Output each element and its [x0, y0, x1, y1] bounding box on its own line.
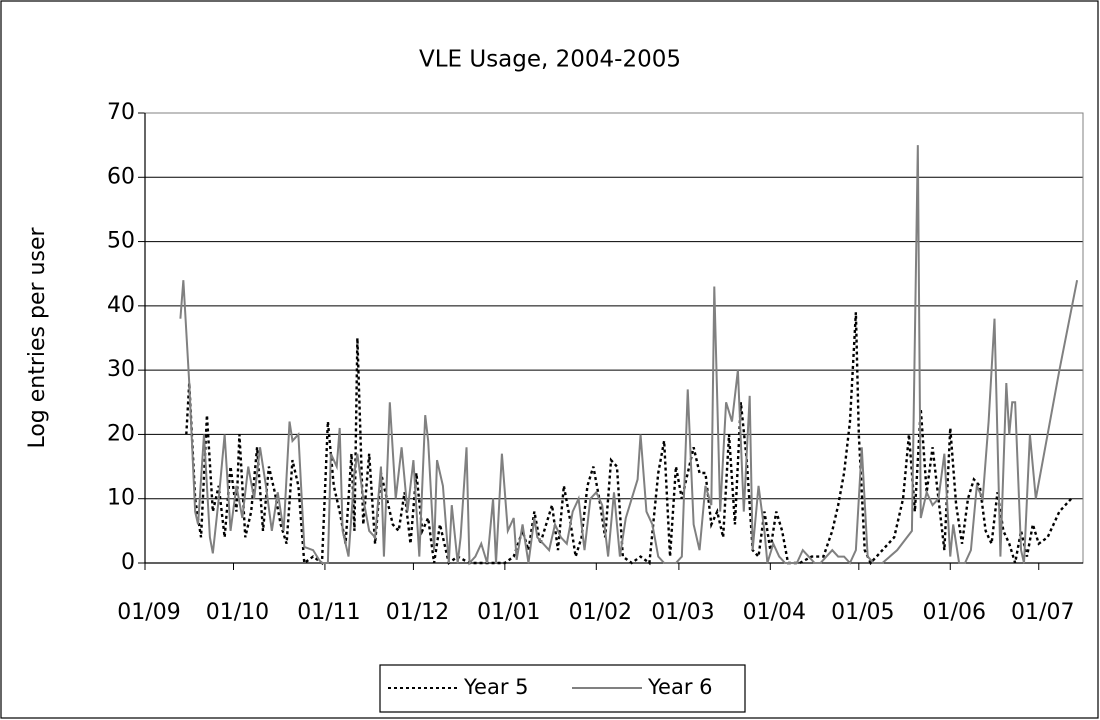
y-tick-label: 10 — [107, 486, 135, 511]
x-tick-label: 01/06 — [923, 600, 986, 625]
legend-label: Year 5 — [463, 675, 529, 699]
x-tick-label: 01/07 — [1011, 600, 1074, 625]
y-tick-label: 30 — [107, 357, 135, 382]
series-line — [185, 312, 1073, 566]
legend — [379, 664, 746, 713]
y-tick-label: 50 — [107, 229, 135, 254]
x-tick-label: 01/04 — [743, 600, 806, 625]
x-tick-label: 01/11 — [297, 600, 360, 625]
legend-label: Year 6 — [647, 675, 713, 699]
y-tick-label: 20 — [107, 421, 135, 446]
y-tick-label: 40 — [107, 293, 135, 318]
x-tick-label: 01/01 — [477, 600, 540, 625]
x-tick-label: 01/02 — [569, 600, 632, 625]
y-tick-label: 0 — [121, 550, 135, 575]
x-tick-label: 01/09 — [117, 600, 180, 625]
series-line — [179, 145, 1079, 566]
x-tick-label: 01/10 — [206, 600, 269, 625]
x-tick-label: 01/05 — [831, 600, 894, 625]
y-tick-label: 70 — [107, 100, 135, 125]
x-tick-label: 01/12 — [386, 600, 449, 625]
x-tick-label: 01/03 — [651, 600, 714, 625]
y-tick-label: 60 — [107, 164, 135, 189]
y-axis-label: Log entries per user — [25, 227, 50, 449]
chart-title: VLE Usage, 2004-2005 — [419, 47, 681, 73]
